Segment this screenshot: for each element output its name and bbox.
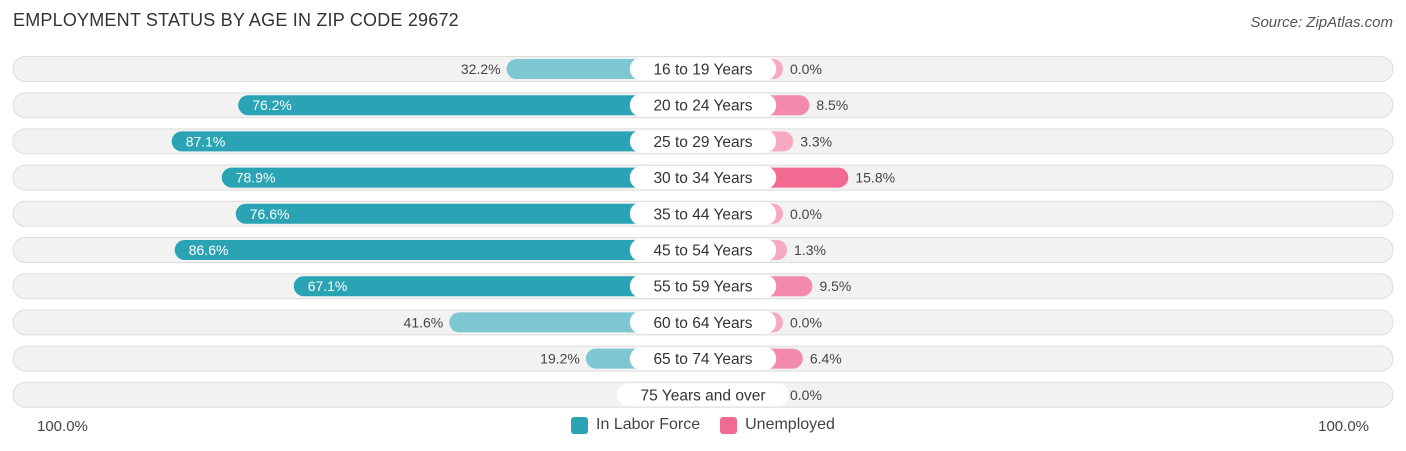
legend-swatch-unemployed — [720, 416, 738, 434]
labor-force-value-label: 87.1% — [186, 133, 226, 149]
labor-force-bar — [171, 131, 703, 152]
legend-label-unemployed: Unemployed — [745, 416, 835, 433]
labor-force-value-label: 67.1% — [308, 278, 348, 294]
labor-force-value-label: 76.2% — [252, 97, 292, 113]
category-label: 35 to 44 Years — [653, 206, 752, 223]
unemployed-value-label: 9.5% — [819, 278, 851, 294]
category-label: 55 to 59 Years — [653, 279, 752, 296]
unemployed-value-label: 6.4% — [810, 351, 842, 367]
category-label-pill — [629, 238, 777, 262]
labor-force-bar — [174, 240, 704, 260]
category-label-pill — [629, 202, 777, 226]
category-label-pill — [629, 274, 777, 298]
legend-label-labor-force: In Labor Force — [596, 416, 701, 433]
unemployed-value-label: 8.5% — [816, 97, 848, 113]
category-label-pill — [629, 93, 777, 117]
unemployed-value-label: 3.3% — [800, 133, 832, 149]
category-label: 25 to 29 Years — [653, 134, 752, 151]
unemployed-value-label: 0.0% — [790, 387, 822, 403]
unemployed-value-label: 0.0% — [790, 61, 822, 77]
category-label-pill — [629, 129, 777, 153]
unemployed-value-label: 1.3% — [794, 242, 826, 258]
legend-item-labor-force[interactable]: In Labor Force — [571, 416, 700, 434]
category-label: 45 to 54 Years — [653, 243, 752, 260]
category-label: 20 to 24 Years — [653, 98, 752, 115]
labor-force-value-label: 19.2% — [540, 351, 580, 367]
category-label-pill — [629, 347, 777, 371]
category-label: 65 to 74 Years — [653, 351, 752, 368]
category-label: 60 to 64 Years — [653, 315, 752, 332]
labor-force-bar — [238, 95, 703, 116]
source-label: Source: ZipAtlas.com — [1250, 14, 1393, 31]
axis-right-label: 100.0% — [1318, 418, 1369, 435]
category-label: 30 to 34 Years — [653, 170, 752, 187]
legend: In Labor Force Unemployed — [0, 416, 1406, 434]
labor-force-value-label: 86.6% — [189, 242, 229, 258]
labor-force-bar — [293, 276, 703, 297]
unemployed-value-label: 0.0% — [790, 206, 822, 222]
legend-swatch-labor-force — [571, 416, 589, 434]
category-label-pill — [616, 383, 790, 407]
axis-left-label: 100.0% — [37, 418, 88, 435]
labor-force-bar — [221, 167, 703, 188]
legend-item-unemployed[interactable]: Unemployed — [720, 416, 835, 434]
category-label-pill — [629, 310, 777, 334]
category-label: 16 to 19 Years — [653, 62, 752, 79]
labor-force-value-label: 41.6% — [404, 314, 444, 330]
unemployed-value-label: 0.0% — [790, 314, 822, 330]
category-label-pill — [629, 57, 777, 81]
labor-force-value-label: 32.2% — [461, 61, 501, 77]
unemployed-value-label: 15.8% — [855, 170, 895, 186]
category-label: 75 Years and over — [641, 387, 766, 404]
labor-force-bar — [235, 203, 704, 224]
category-label-pill — [629, 166, 777, 190]
labor-force-value-label: 76.6% — [250, 206, 290, 222]
labor-force-value-label: 78.9% — [236, 170, 276, 186]
chart-title: EMPLOYMENT STATUS BY AGE IN ZIP CODE 296… — [13, 10, 459, 30]
